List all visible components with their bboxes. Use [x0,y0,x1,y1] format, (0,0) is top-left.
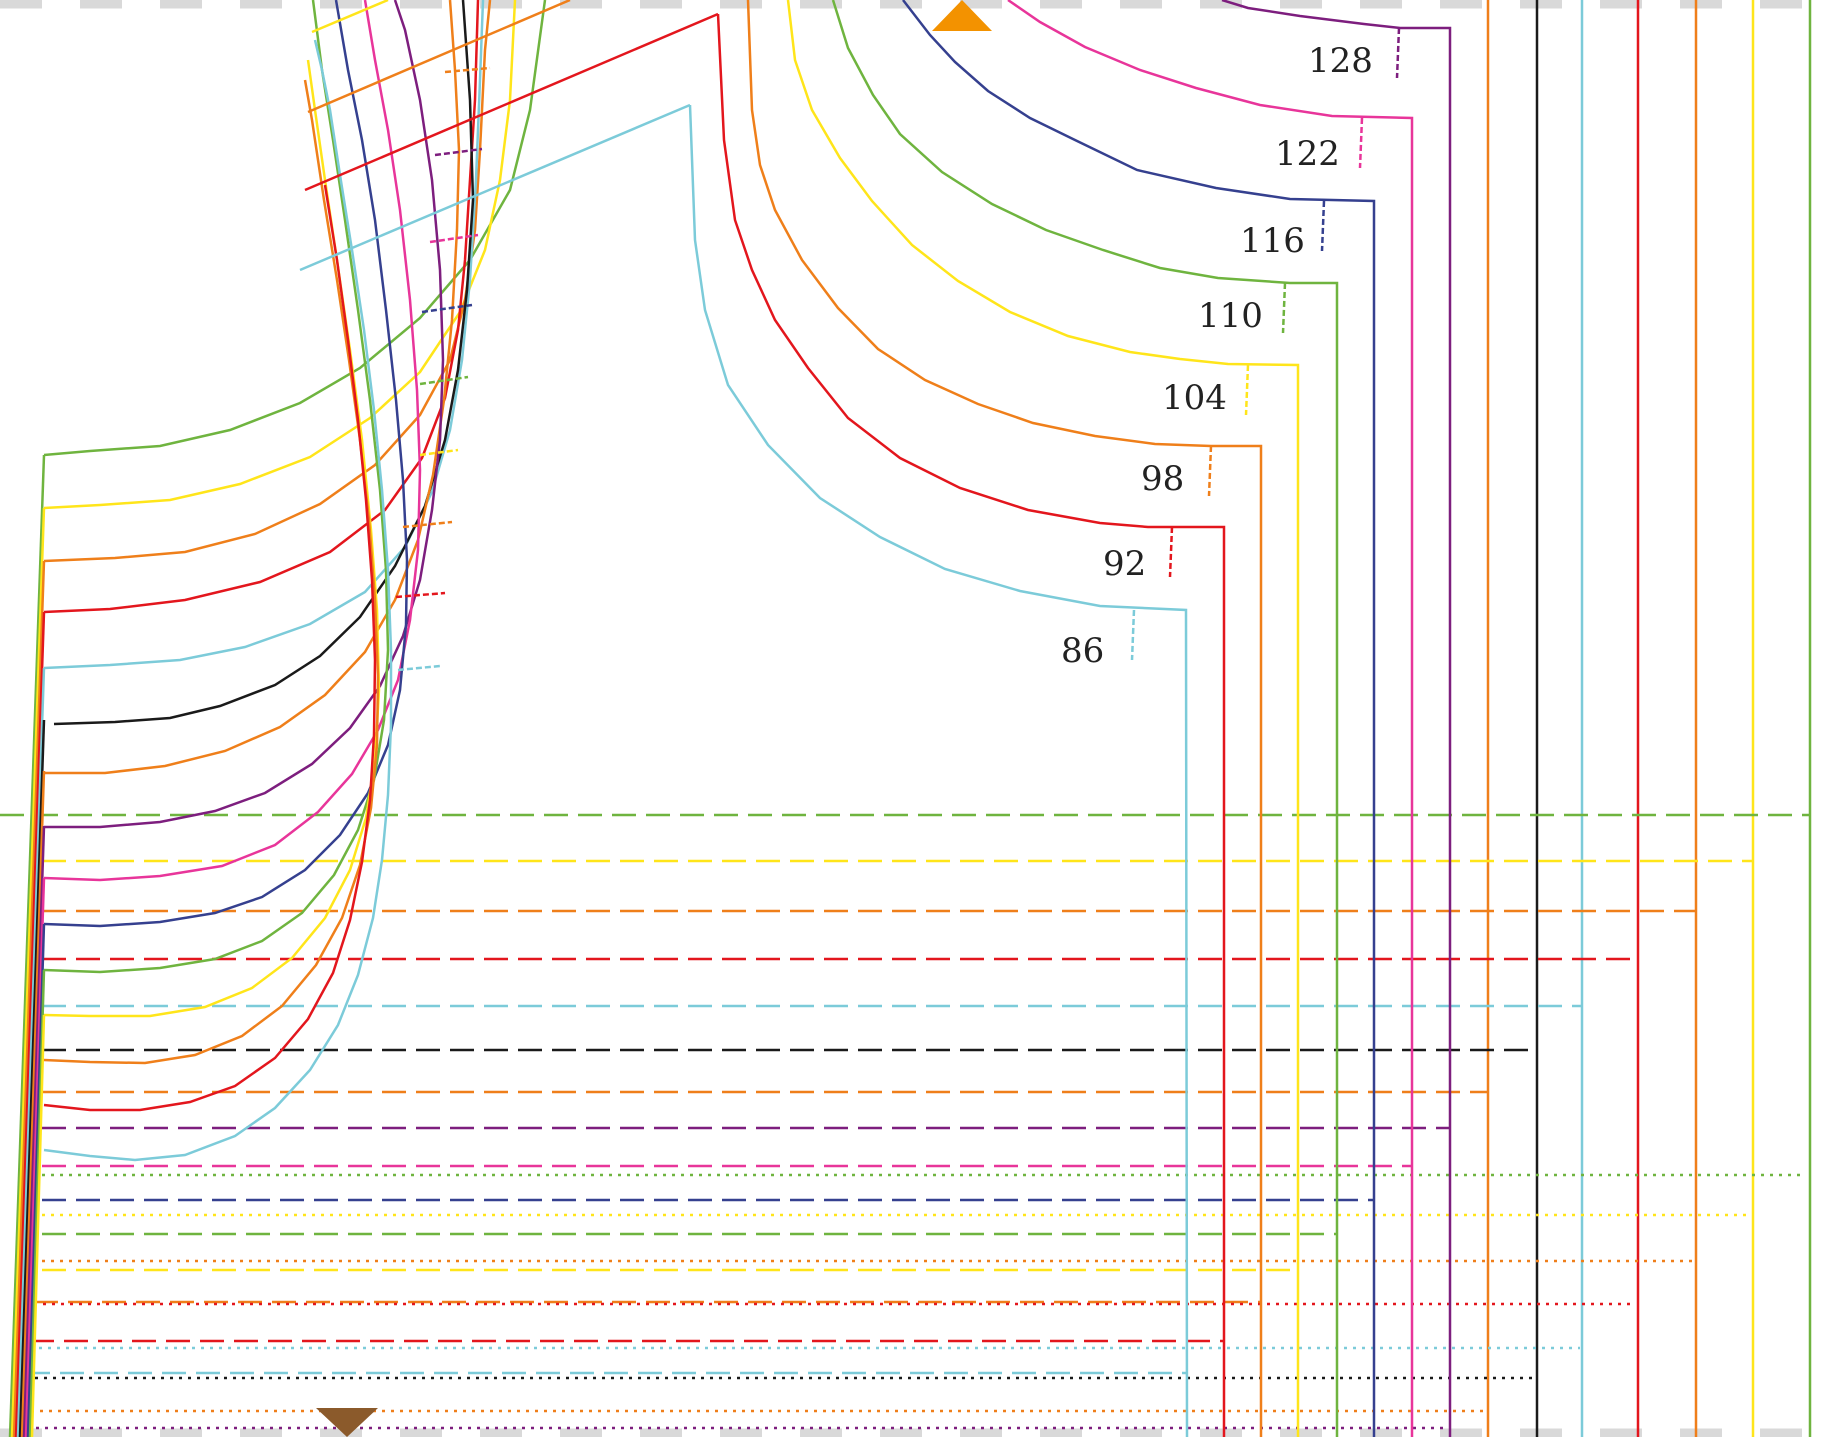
neckline-104 [786,0,1300,1437]
neckline-128 [1221,0,1452,1437]
size-label-128: 128 [1308,41,1373,81]
size-label-86: 86 [1061,631,1104,671]
curve-red-2 [43,184,377,1112]
horizontal-dotted-lines [18,1173,1805,1430]
curve-orange-2 [44,0,461,775]
neckline-110 [831,0,1339,1437]
shoulder-cyan [299,103,691,272]
curve-green-2 [43,0,390,974]
curve-green [43,0,547,457]
curve-purple [44,0,445,829]
size-labels: 128 122 116 110 104 98 92 86 [1061,41,1373,671]
size-label-98: 98 [1141,459,1184,499]
down-triangle-icon [316,1408,378,1437]
curve-orange [43,0,492,563]
curve-red [43,0,480,614]
size-label-122: 122 [1275,134,1340,174]
shoulder-orange [307,0,571,114]
neckline-92 [716,13,1226,1437]
neckline-98 [746,0,1263,1437]
up-triangle-icon [932,0,992,31]
size-label-110: 110 [1198,296,1263,336]
curve-orange-3 [43,79,380,1065]
neckline-122 [1007,0,1414,1437]
neckline-116 [902,0,1376,1437]
shoulder-red [304,12,719,192]
size-label-92: 92 [1103,544,1146,584]
curve-navy [43,0,409,928]
neckline-curves [688,0,1452,1437]
curve-cyan-2 [43,39,393,1162]
neckline-86 [688,104,1189,1437]
horizontal-dashed-lines [0,813,1810,1375]
armhole-notches [395,66,491,672]
shoulder-yellow [311,0,389,34]
curve-yellow [43,0,517,510]
size-label-116: 116 [1240,221,1305,261]
shoulder-lines [299,0,719,272]
left-edge-lines [8,454,46,1437]
armhole-curves [43,0,547,1162]
curve-black [53,0,475,726]
right-vertical-lines [1486,0,1812,1437]
size-ticks [1130,27,1401,661]
size-label-104: 104 [1162,378,1227,418]
